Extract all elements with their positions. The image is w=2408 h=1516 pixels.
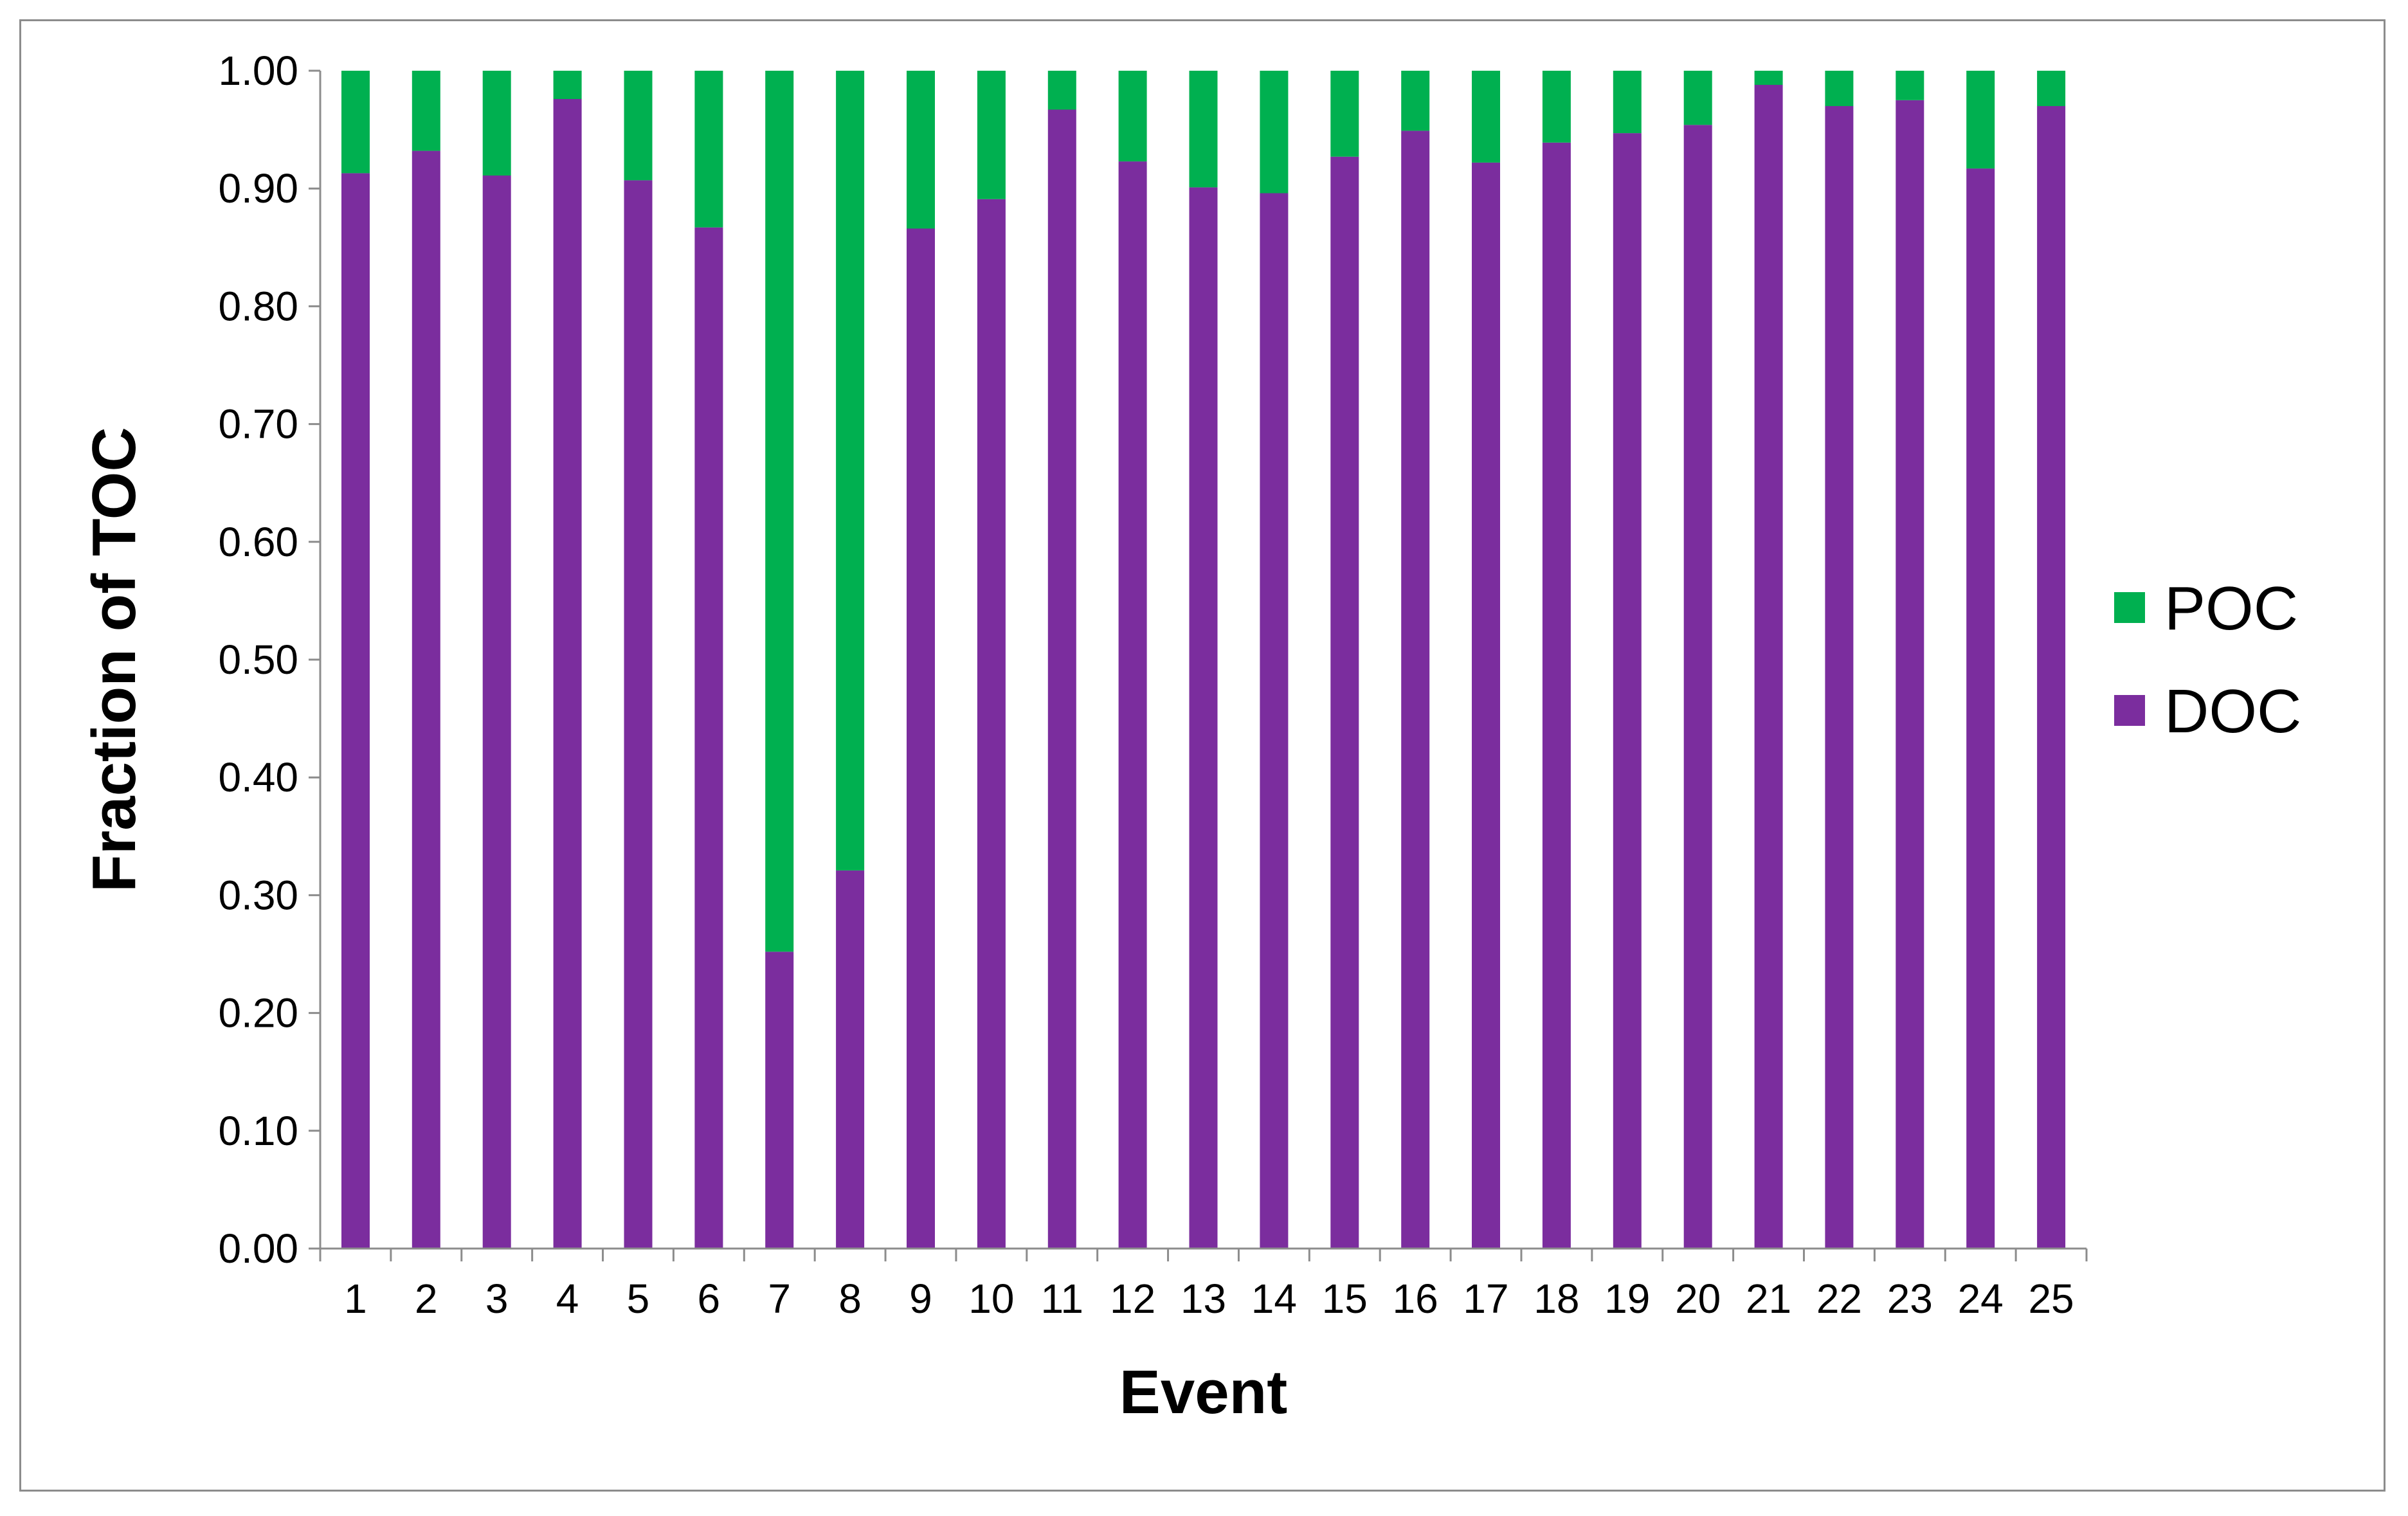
bar-poc-event-22	[1825, 71, 1854, 106]
bar-poc-event-21	[1754, 71, 1783, 85]
y-tick-label: 0.10	[218, 1108, 298, 1154]
x-tick-label: 12	[1110, 1276, 1155, 1322]
bar-poc-event-16	[1401, 71, 1430, 131]
bar-doc-event-7	[765, 952, 794, 1249]
bar-doc-event-12	[1118, 161, 1147, 1249]
bar-doc-event-24	[1966, 168, 1995, 1249]
y-tick-label: 0.50	[218, 636, 298, 683]
x-tick-label: 20	[1675, 1276, 1721, 1322]
x-tick-label: 24	[1958, 1276, 2004, 1322]
x-tick-label: 10	[968, 1276, 1014, 1322]
bar-poc-event-6	[694, 71, 723, 228]
legend: POC DOC	[2114, 574, 2301, 746]
bar-poc-event-13	[1189, 71, 1218, 188]
bar-poc-event-19	[1613, 71, 1642, 134]
legend-label-doc: DOC	[2164, 677, 2301, 746]
y-tick-label: 0.40	[218, 754, 298, 800]
bar-poc-event-12	[1118, 71, 1147, 162]
bar-doc-event-5	[624, 180, 653, 1249]
bar-poc-event-14	[1260, 71, 1289, 194]
bar-doc-event-23	[1896, 100, 1924, 1249]
y-tick-label: 0.20	[218, 990, 298, 1036]
x-tick-label: 8	[838, 1276, 862, 1322]
bar-poc-event-1	[341, 71, 370, 174]
x-tick-label: 18	[1534, 1276, 1579, 1322]
x-tick-label: 9	[909, 1276, 932, 1322]
bar-doc-event-9	[907, 228, 935, 1249]
bar-doc-event-18	[1542, 142, 1571, 1249]
bar-poc-event-18	[1542, 71, 1571, 143]
y-tick-label: 0.70	[218, 401, 298, 447]
bar-doc-event-16	[1401, 131, 1430, 1249]
bar-doc-event-10	[977, 199, 1006, 1249]
x-ticks-group: 1 2 3 4 5 6 7 8 9 10 11 12 13 14 15 16 17 18 19 20 21 22 23 24 2…	[319, 1249, 2088, 1322]
y-tick-label: 1.00	[218, 48, 298, 94]
x-tick-label: 17	[1463, 1276, 1508, 1322]
x-axis-title: Event	[1119, 1358, 1287, 1427]
bar-doc-event-15	[1330, 156, 1359, 1249]
x-tick-label: 14	[1251, 1276, 1297, 1322]
x-tick-label: 23	[1887, 1276, 1933, 1322]
bar-poc-event-25	[2037, 71, 2066, 106]
y-tick-label: 0.60	[218, 519, 298, 565]
legend-swatch-poc	[2114, 592, 2145, 623]
y-tick-label: 0.80	[218, 283, 298, 329]
x-tick-label: 25	[2028, 1276, 2074, 1322]
bar-doc-event-25	[2037, 106, 2066, 1249]
x-tick-label: 19	[1604, 1276, 1650, 1322]
bar-doc-event-17	[1472, 162, 1500, 1249]
bar-poc-event-8	[836, 71, 865, 871]
bar-doc-event-3	[482, 176, 511, 1249]
bar-poc-event-9	[907, 71, 935, 229]
bar-doc-event-21	[1754, 85, 1783, 1249]
y-tick-label: 0.30	[218, 872, 298, 918]
bar-doc-event-6	[694, 227, 723, 1249]
x-tick-label: 4	[556, 1276, 579, 1322]
bar-poc-event-17	[1472, 71, 1500, 163]
bar-poc-event-7	[765, 71, 794, 952]
x-tick-label: 2	[415, 1276, 438, 1322]
bar-doc-event-19	[1613, 133, 1642, 1249]
x-tick-label: 13	[1181, 1276, 1226, 1322]
y-tick-label: 0.90	[218, 165, 298, 212]
bar-doc-event-11	[1047, 109, 1076, 1249]
x-tick-label: 21	[1746, 1276, 1791, 1322]
x-tick-label: 16	[1393, 1276, 1438, 1322]
x-tick-label: 3	[485, 1276, 509, 1322]
x-tick-label: 11	[1041, 1276, 1083, 1322]
bar-doc-event-22	[1825, 106, 1854, 1249]
x-tick-label: 7	[768, 1276, 791, 1322]
bar-poc-event-5	[624, 71, 653, 181]
x-tick-label: 5	[627, 1276, 650, 1322]
x-tick-label: 22	[1816, 1276, 1862, 1322]
bar-poc-event-24	[1966, 71, 1995, 169]
bar-poc-event-11	[1047, 71, 1076, 110]
bar-poc-event-4	[553, 71, 582, 99]
bar-poc-event-10	[977, 71, 1006, 199]
bar-doc-event-8	[836, 870, 865, 1249]
legend-swatch-doc	[2114, 695, 2145, 726]
bar-doc-event-20	[1683, 125, 1712, 1249]
bar-doc-event-13	[1189, 187, 1218, 1249]
bar-doc-event-1	[341, 173, 370, 1249]
x-tick-label: 6	[698, 1276, 721, 1322]
bar-poc-event-2	[412, 71, 440, 151]
y-tick-label: 0.00	[218, 1225, 298, 1272]
bar-doc-event-2	[412, 150, 440, 1249]
legend-label-poc: POC	[2164, 574, 2298, 643]
bar-poc-event-20	[1683, 71, 1712, 125]
x-tick-label: 15	[1322, 1276, 1368, 1322]
x-tick-label: 1	[344, 1276, 367, 1322]
bar-doc-event-14	[1260, 193, 1289, 1249]
bar-poc-event-15	[1330, 71, 1359, 157]
y-ticks-group: 0.00 0.10 0.20 0.30 0.40 0.50 0.60 0.70 0.80 0.90…	[218, 48, 320, 1272]
bar-doc-event-4	[553, 99, 582, 1249]
bars-group	[341, 71, 2066, 1249]
y-axis-title: Fraction of TOC	[80, 427, 149, 892]
bar-poc-event-3	[482, 71, 511, 176]
bar-poc-event-23	[1896, 71, 1924, 100]
